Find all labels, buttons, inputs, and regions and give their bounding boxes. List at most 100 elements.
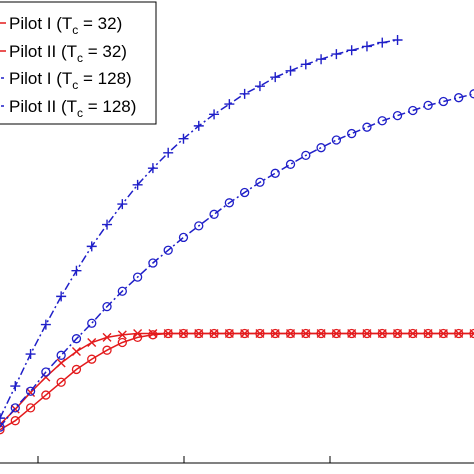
data-point-circle xyxy=(454,328,464,339)
data-point-circle xyxy=(408,328,418,339)
data-point-plus xyxy=(102,219,113,230)
series-line xyxy=(0,332,474,426)
data-point-circle xyxy=(209,209,219,219)
data-point-circle xyxy=(392,328,403,339)
data-point-plus xyxy=(224,99,235,110)
data-point-plus xyxy=(178,133,189,144)
data-point-circle xyxy=(87,318,97,328)
data-point-plus xyxy=(71,265,82,276)
data-point-cross xyxy=(56,358,66,368)
data-point-circle xyxy=(347,128,357,139)
data-point-circle xyxy=(117,337,127,348)
data-point-cross xyxy=(117,330,127,340)
data-point-circle xyxy=(163,245,173,255)
data-point-circle xyxy=(10,416,20,426)
data-point-circle xyxy=(224,328,235,339)
data-point-circle xyxy=(117,286,127,296)
data-point-plus xyxy=(285,65,296,76)
plot-frame xyxy=(0,456,474,464)
series-1 xyxy=(0,329,474,430)
data-point-plus xyxy=(377,37,388,48)
series-line xyxy=(0,93,474,428)
legend-box xyxy=(0,1,157,125)
data-point-circle xyxy=(362,122,372,132)
data-point-circle xyxy=(377,116,387,126)
data-point-circle xyxy=(408,105,418,116)
data-point-circle xyxy=(178,232,189,243)
data-point-plus xyxy=(239,88,250,99)
data-point-plus xyxy=(316,54,327,65)
data-point-circle xyxy=(10,403,20,413)
data-point-circle xyxy=(41,390,51,400)
series-line xyxy=(0,332,474,431)
data-point-circle xyxy=(316,328,326,339)
data-point-circle xyxy=(255,177,265,187)
legend-item: Pilot II (Tc = 32) xyxy=(0,42,127,65)
data-point-plus xyxy=(331,49,342,60)
data-point-plus xyxy=(10,381,21,392)
data-point-plus xyxy=(86,241,97,252)
data-point-circle xyxy=(163,328,173,339)
data-point-circle xyxy=(56,350,66,360)
legend-item: Pilot I (Tc = 128) xyxy=(0,69,132,92)
data-point-circle xyxy=(270,168,280,178)
data-point-circle xyxy=(132,272,143,282)
data-point-plus xyxy=(163,147,174,158)
data-point-circle xyxy=(102,345,112,355)
data-point-circle xyxy=(0,422,5,432)
data-point-cross xyxy=(71,346,81,356)
data-point-circle xyxy=(454,93,464,103)
data-point-circle xyxy=(423,100,433,111)
data-point-cross xyxy=(148,329,158,339)
legend-item: Pilot I (Tc = 32) xyxy=(0,14,122,37)
data-point-plus xyxy=(346,45,357,56)
legend-label: Pilot II (Tc = 128) xyxy=(9,97,136,120)
data-point-plus xyxy=(193,120,204,131)
data-point-plus xyxy=(209,109,220,120)
data-point-circle xyxy=(270,328,280,339)
data-point-circle xyxy=(25,386,36,396)
data-point-circle xyxy=(87,354,97,364)
series-4 xyxy=(0,89,474,432)
data-point-circle xyxy=(148,330,158,340)
data-point-cross xyxy=(87,338,97,348)
data-point-circle xyxy=(148,258,158,268)
data-point-circle xyxy=(285,159,296,169)
data-point-circle xyxy=(438,328,449,339)
data-point-circle xyxy=(469,328,474,339)
data-point-circle xyxy=(255,328,265,339)
data-point-circle xyxy=(438,96,449,107)
data-point-cross xyxy=(26,388,36,397)
data-point-circle xyxy=(56,377,66,387)
data-point-circle xyxy=(469,89,474,99)
data-point-plus xyxy=(0,413,5,424)
legend-label: Pilot I (Tc = 32) xyxy=(9,14,122,37)
legend: Pilot I (Tc = 32) Pilot II (Tc = 32) Pil… xyxy=(0,1,157,125)
data-point-circle xyxy=(301,328,311,339)
data-point-circle xyxy=(331,328,342,339)
data-point-circle xyxy=(178,328,189,339)
data-point-circle xyxy=(285,328,296,339)
data-point-circle xyxy=(362,328,372,339)
data-point-plus xyxy=(147,163,158,174)
data-point-circle xyxy=(301,150,311,161)
data-point-circle xyxy=(102,301,112,312)
data-point-plus xyxy=(361,41,372,52)
data-point-circle xyxy=(224,198,235,208)
data-point-plus xyxy=(25,349,36,360)
data-point-circle xyxy=(331,135,342,145)
data-point-circle xyxy=(71,364,82,375)
data-point-circle xyxy=(239,328,250,339)
data-point-circle xyxy=(423,328,433,339)
data-point-circle xyxy=(71,334,82,344)
data-point-circle xyxy=(316,143,326,153)
data-point-plus xyxy=(254,81,265,92)
data-point-circle xyxy=(377,328,387,339)
data-point-plus xyxy=(56,291,67,302)
data-point-circle xyxy=(194,221,204,231)
data-point-plus xyxy=(392,35,403,45)
series-layer xyxy=(0,35,474,435)
data-point-plus xyxy=(117,199,128,210)
data-point-circle xyxy=(347,328,357,339)
